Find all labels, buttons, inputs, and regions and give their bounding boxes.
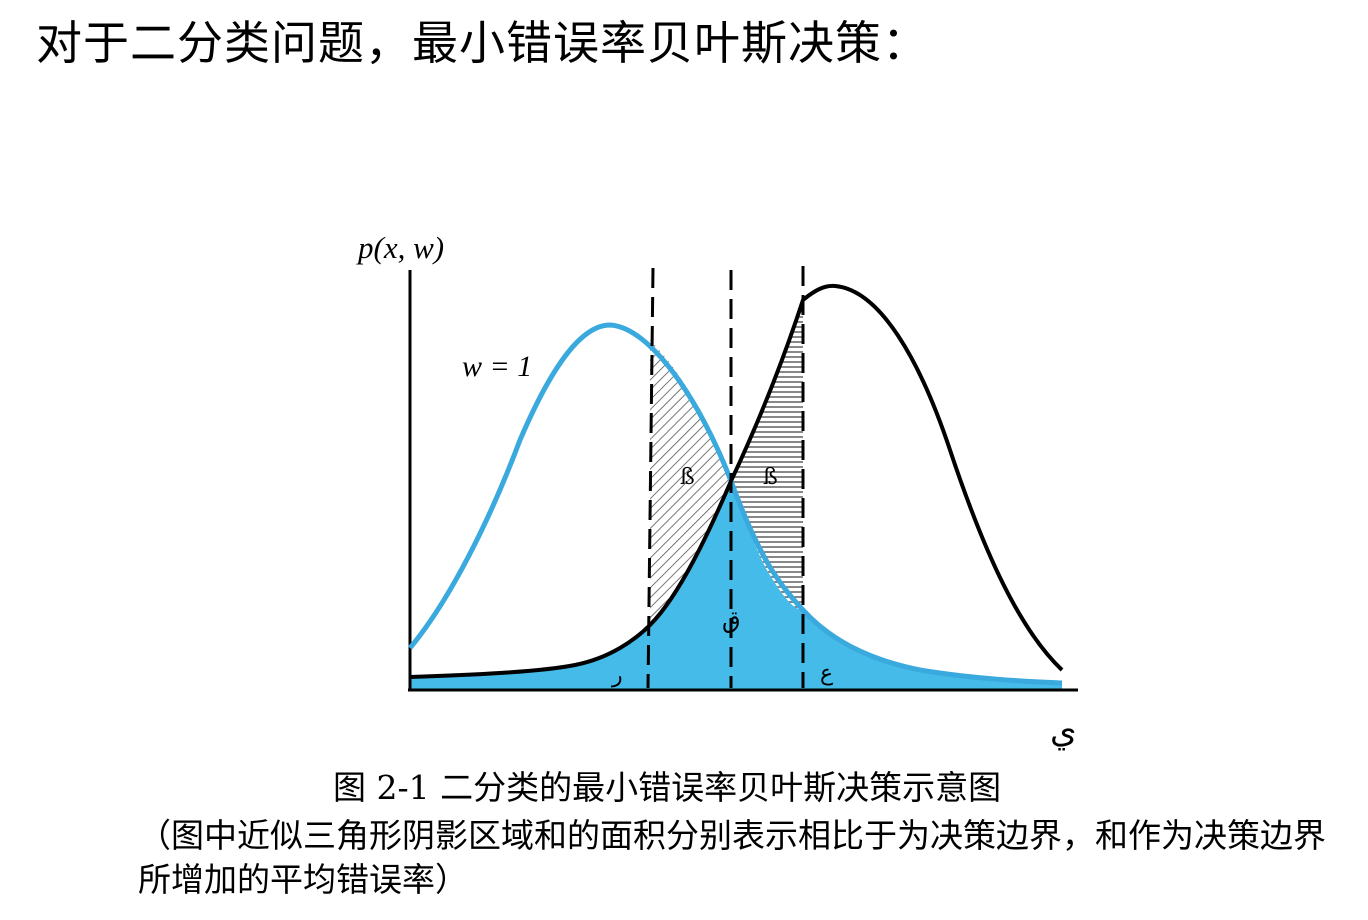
class2-density-curve — [409, 283, 1064, 679]
class1-density-curve — [408, 322, 1063, 686]
region-mark-center: ق — [722, 606, 741, 634]
decision-boundary-left — [646, 267, 655, 689]
y-axis-label: p(x, w) — [356, 230, 444, 265]
region-mark-left-tail: ر — [611, 663, 623, 688]
region-mark-hatch-left: ß — [680, 465, 695, 490]
hatched-region-right — [731, 300, 803, 610]
region-mark-right-tail: ع — [820, 661, 833, 686]
hatched-region-left — [650, 340, 731, 625]
curve-label: w = 1 — [462, 350, 532, 383]
region-mark-hatch-right: ß — [763, 465, 778, 490]
bayes-decision-figure: p(x, w) w = 1 ي ر ق ع ß ß — [356, 230, 1078, 751]
figure-note: （图中近似三角形阴影区域和的面积分别表示相比于为决策边界，和作为决策边界所增加的… — [138, 816, 1326, 899]
x-axis-label: ي — [1050, 711, 1077, 751]
figure-caption: 图 2-1 二分类的最小错误率贝叶斯决策示意图 — [333, 768, 1002, 807]
page-heading: 对于二分类问题，最小错误率贝叶斯决策： — [36, 16, 929, 70]
error-region-fill — [410, 481, 1062, 690]
